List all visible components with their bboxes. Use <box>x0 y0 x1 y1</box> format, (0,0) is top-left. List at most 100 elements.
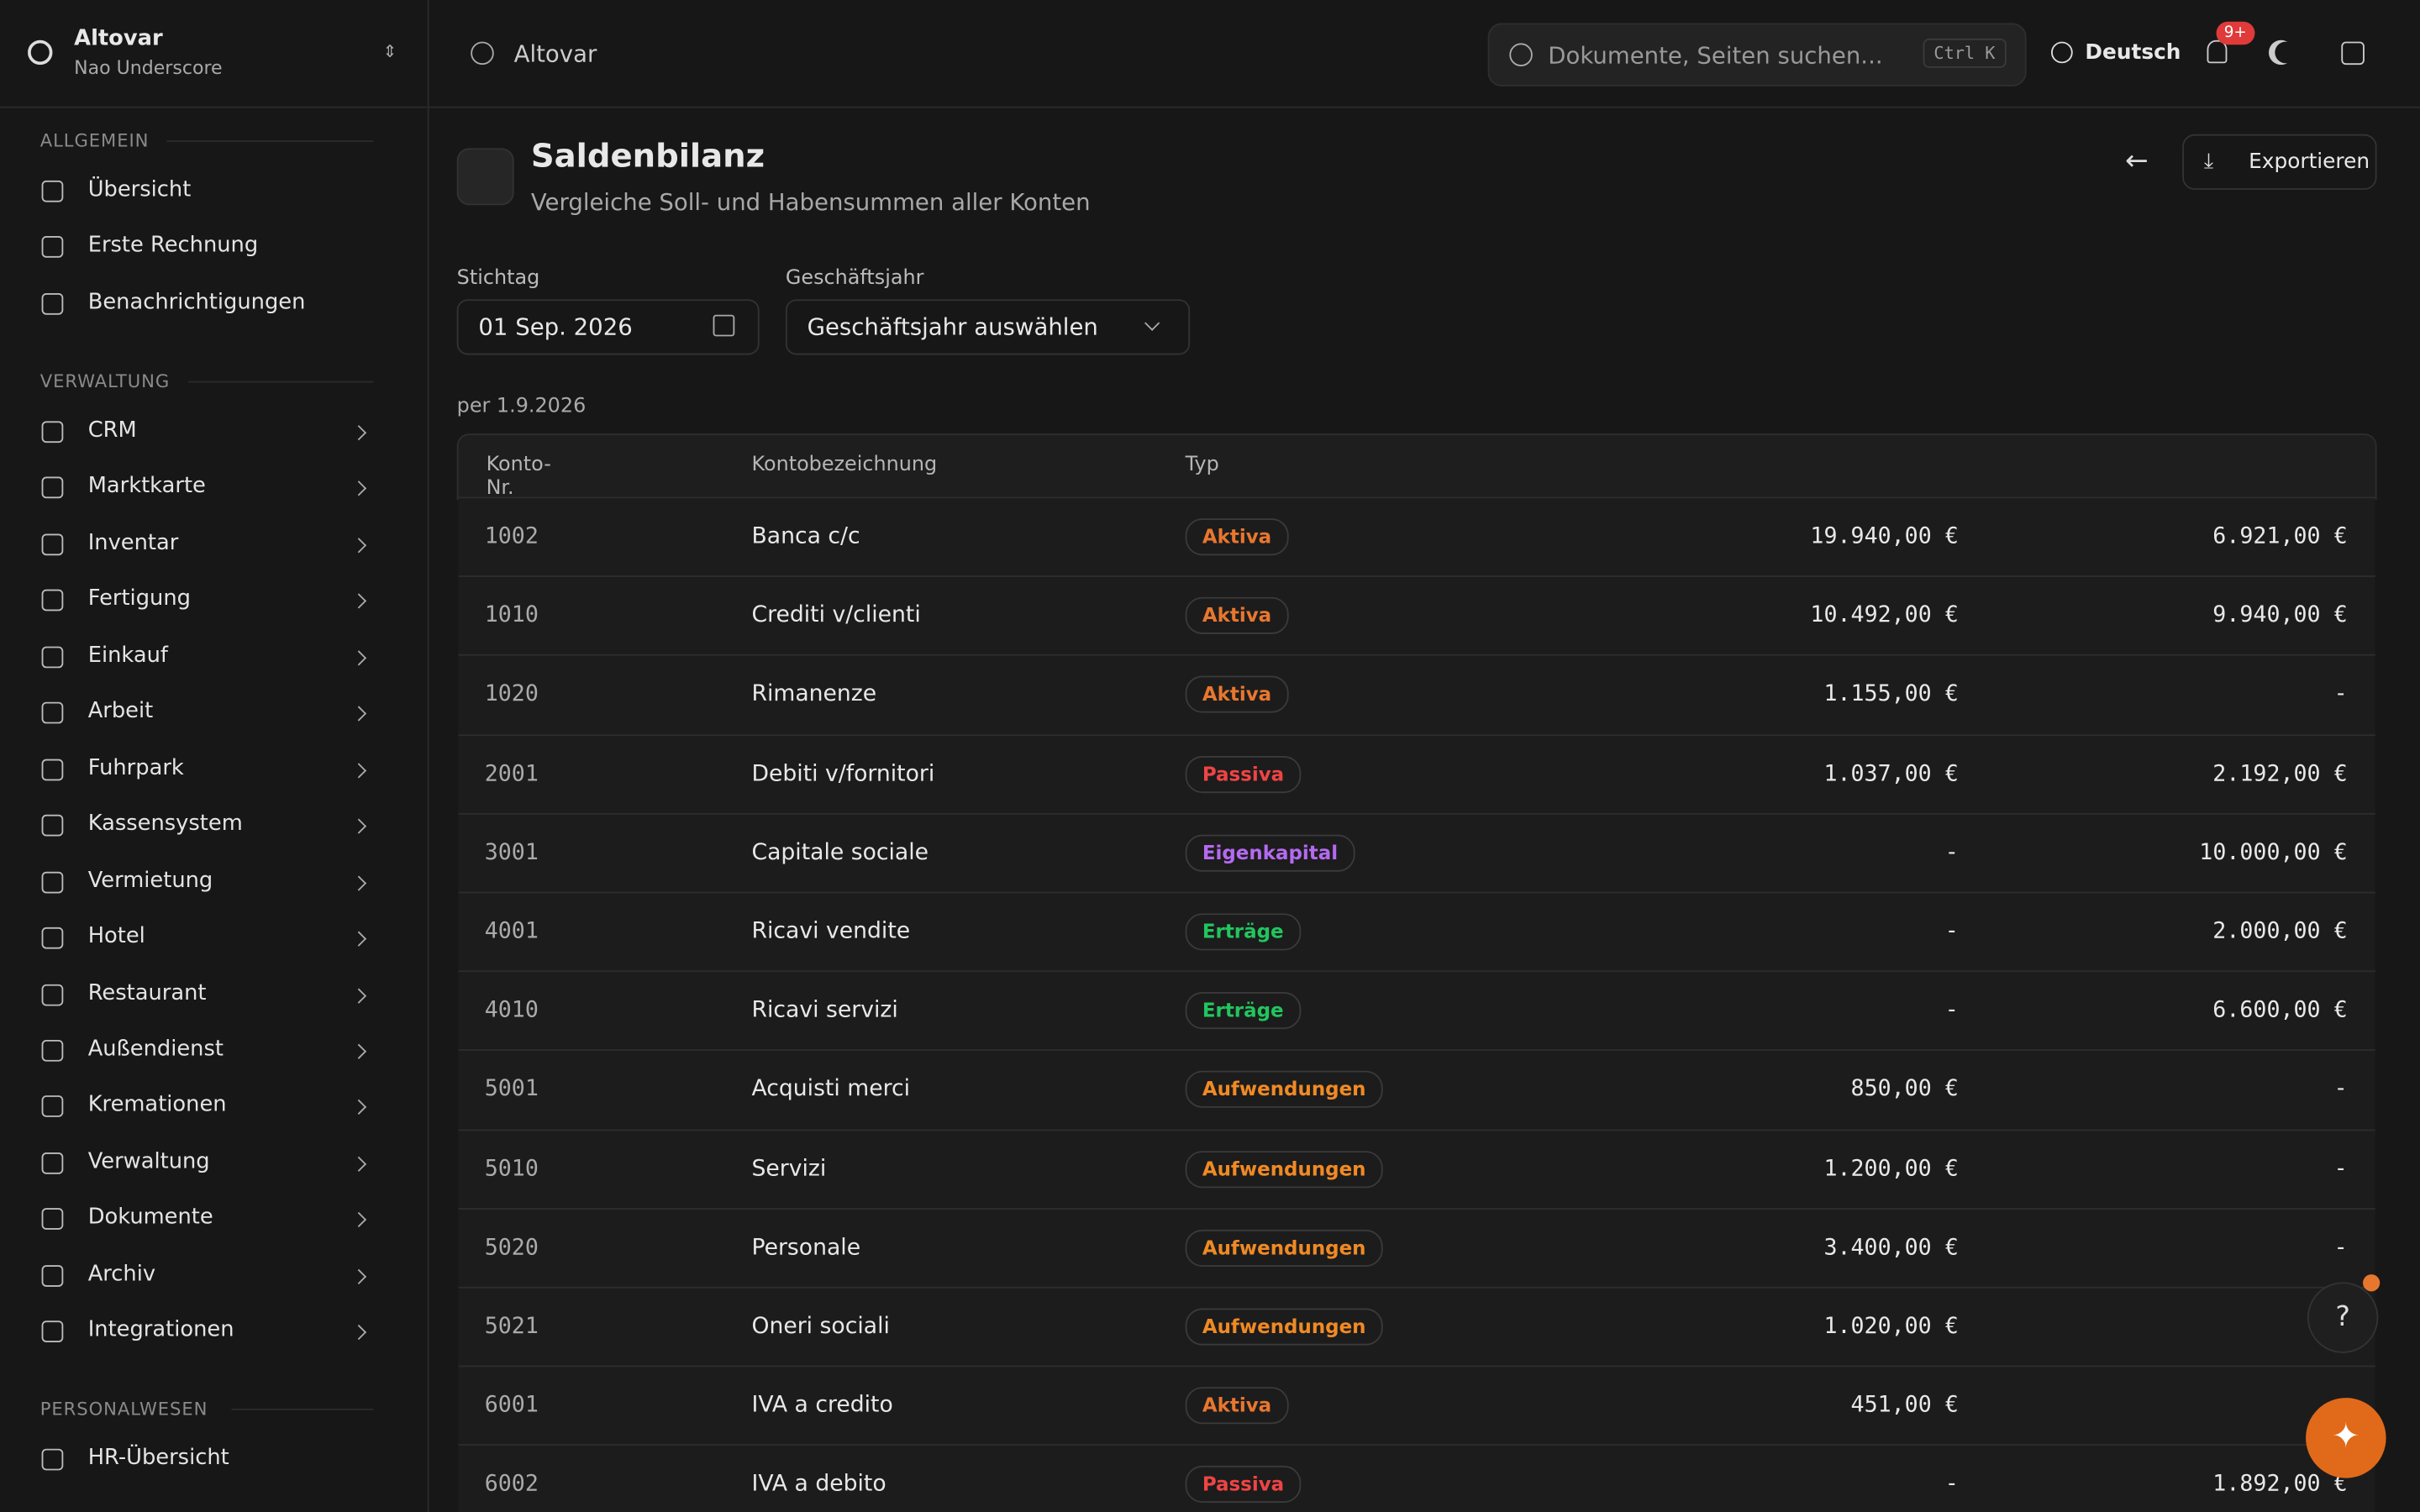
nav-item[interactable]: Inventar <box>0 522 428 565</box>
account-number: 5001 <box>484 1077 539 1103</box>
nav-item[interactable]: Arbeit <box>0 691 428 734</box>
bell[interactable] <box>2207 39 2228 64</box>
breadcrumb[interactable]: Altovar <box>513 39 597 68</box>
nav-chevron <box>350 1212 367 1228</box>
nav-icon <box>41 180 64 202</box>
switcher[interactable]: ⇕ <box>382 41 397 62</box>
divider <box>0 106 428 108</box>
nav-item[interactable]: Dokumente <box>0 1198 428 1241</box>
account-name: Servizi <box>751 1156 827 1182</box>
nav-label: Kassensystem <box>87 811 243 837</box>
theme-toggle[interactable] <box>2275 42 2296 64</box>
help-button[interactable]: ? <box>2307 1282 2379 1353</box>
nav-icon <box>41 236 64 259</box>
nav-item[interactable]: Kassensystem <box>0 804 428 847</box>
nav-chevron <box>350 1268 367 1284</box>
nav-item[interactable]: Einkauf <box>0 635 428 678</box>
credit: 10.000,00 € <box>2199 840 2348 866</box>
nav-chevron <box>350 762 367 778</box>
nav-item[interactable]: CRM <box>0 411 428 454</box>
nav-item[interactable]: Marktkarte <box>0 466 428 509</box>
date-input[interactable]: 01 Sep. 2026 <box>456 299 760 355</box>
account-name: Capitale sociale <box>751 840 929 866</box>
table-row: 1010 Crediti v/clienti Aktiva 10.492,00 € 9.… <box>458 575 2375 656</box>
nav-icon <box>41 1320 64 1343</box>
table-row: 2001 Debiti v/fornitori Passiva 1.037,00 € 2… <box>458 733 2375 815</box>
ai-button[interactable]: ✦ <box>2306 1398 2386 1478</box>
nav-label: Fertigung <box>87 586 191 612</box>
year-select[interactable]: Geschäftsjahr auswählen <box>785 299 1191 355</box>
nav-item[interactable]: HR-Übersicht <box>0 1438 428 1481</box>
nav-chevron <box>350 1325 367 1341</box>
breadcrumb-icon <box>471 41 494 66</box>
nav-item[interactable]: Benachrichtigungen <box>0 282 428 325</box>
nav-label: Außendienst <box>87 1037 224 1062</box>
nav-item[interactable]: Hotel <box>0 916 428 959</box>
nav-item[interactable]: Fuhrpark <box>0 748 428 790</box>
account-name: IVA a debito <box>751 1472 886 1498</box>
column-header: Kontobezeichnung <box>751 454 938 477</box>
debit: 1.200,00 € <box>1823 1156 1959 1182</box>
nav-icon <box>41 702 64 724</box>
nav-icon <box>41 646 64 668</box>
nav-label: Vermietung <box>87 868 213 893</box>
debit: 451,00 € <box>1850 1393 1959 1419</box>
globe-icon <box>2051 41 2073 64</box>
account-name: Crediti v/clienti <box>751 603 921 628</box>
back-button[interactable]: ← <box>2125 144 2149 178</box>
user-name: Nao Underscore <box>74 56 223 79</box>
account-number: 4010 <box>484 998 539 1024</box>
search-icon <box>1509 43 1533 66</box>
date-value: 01 Sep. 2026 <box>478 312 633 341</box>
nav-label: Fuhrpark <box>87 755 184 780</box>
nav-item[interactable]: Außendienst <box>0 1029 428 1072</box>
section-title: VERWALTUNG <box>39 370 171 392</box>
nav-item[interactable]: Kremationen <box>0 1085 428 1128</box>
debit: 19.940,00 € <box>1810 524 1959 549</box>
nav-label: Arbeit <box>87 699 154 724</box>
download-icon: ⤓ <box>2203 150 2214 175</box>
table-row: 1002 Banca c/c Aktiva 19.940,00 € 6.921,00 € <box>458 496 2375 577</box>
credit: 9.940,00 € <box>2212 603 2348 628</box>
credit: - <box>2333 1077 2348 1103</box>
account-number: 3001 <box>484 840 539 866</box>
nav-label: Archiv <box>87 1261 156 1287</box>
nav-item[interactable]: Archiv <box>0 1254 428 1297</box>
nav-item[interactable]: Vermietung <box>0 860 428 903</box>
type-badge: Aktiva <box>1185 676 1289 714</box>
account-name: Rimanenze <box>751 682 877 707</box>
section-title: PERSONALWESEN <box>39 1398 208 1420</box>
nav-icon <box>41 533 64 556</box>
nav-chevron <box>350 931 367 947</box>
credit: 6.600,00 € <box>2212 998 2348 1024</box>
dropdown-chevron <box>1144 315 1160 331</box>
export-button[interactable]: ⤓ Exportieren <box>2182 134 2377 190</box>
nav-item[interactable]: Fertigung <box>0 579 428 622</box>
search-box[interactable]: Dokumente, Seiten suchen... Ctrl K <box>1487 23 2027 87</box>
logo <box>28 39 53 66</box>
credit: 1.892,00 € <box>2212 1472 2348 1498</box>
nav-icon <box>41 1264 64 1287</box>
debit: 1.155,00 € <box>1823 682 1959 707</box>
debit: 1.037,00 € <box>1823 761 1959 786</box>
debit: - <box>1944 998 1959 1024</box>
nav-label: Übersicht <box>87 177 192 202</box>
nav-item[interactable]: Erste Rechnung <box>0 226 428 269</box>
nav-item[interactable]: Restaurant <box>0 973 428 1016</box>
nav-item[interactable]: Integrationen <box>0 1310 428 1353</box>
nav-chevron <box>350 874 367 890</box>
account-name: Banca c/c <box>751 524 860 549</box>
nav-label: Marktkarte <box>87 474 206 500</box>
language[interactable]: Deutsch <box>2085 39 2181 66</box>
panel-toggle[interactable] <box>2341 41 2365 66</box>
nav-item[interactable]: Übersicht <box>0 170 428 213</box>
table-row: 1020 Rimanenze Aktiva 1.155,00 € - <box>458 654 2375 736</box>
org-name: Altovar <box>74 26 163 51</box>
nav-icon <box>41 1152 64 1174</box>
type-badge: Aktiva <box>1185 1387 1289 1425</box>
nav-item[interactable]: Verwaltung <box>0 1142 428 1184</box>
nav-chevron <box>350 593 367 610</box>
nav-icon <box>41 1448 64 1471</box>
